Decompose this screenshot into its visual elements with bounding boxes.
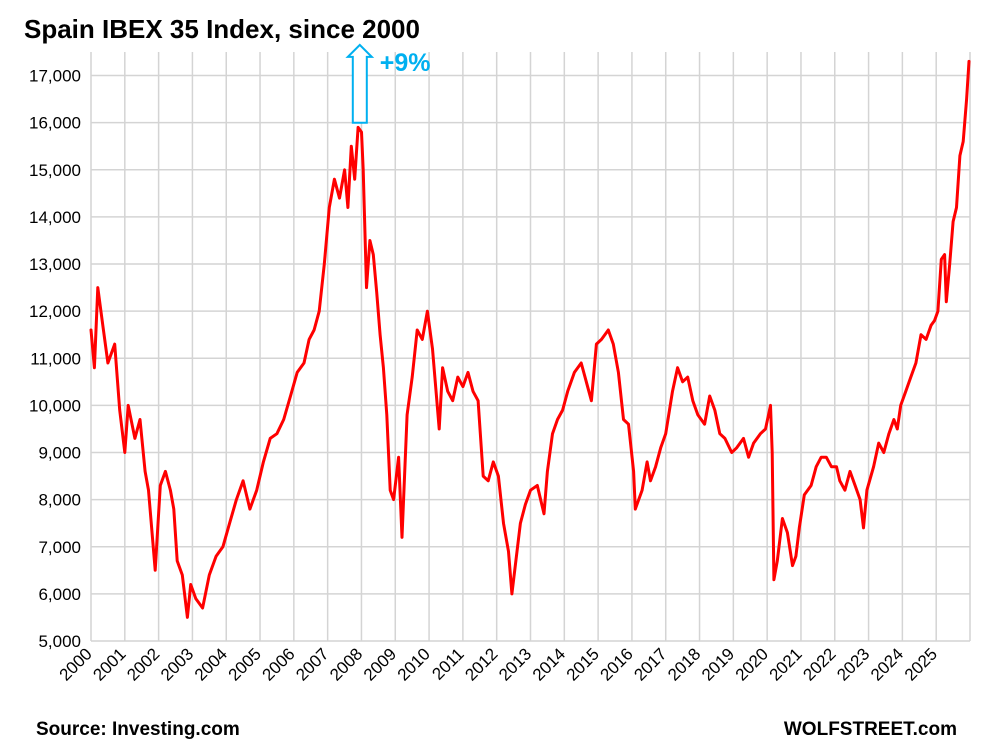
x-tick-label: 2015 — [563, 644, 603, 684]
source-label: Source: Investing.com — [36, 719, 240, 740]
series-line-0 — [89, 59, 971, 619]
x-tick-label: 2007 — [292, 644, 332, 684]
x-tick-label: 2016 — [597, 644, 637, 684]
up-arrow-icon — [345, 43, 375, 124]
x-axis-ticks: 2000200120022003200420052006200720082009… — [56, 644, 941, 684]
y-tick-label: 7,000 — [38, 538, 81, 557]
x-tick-label: 2017 — [630, 644, 670, 684]
y-tick-label: 13,000 — [29, 255, 81, 274]
y-tick-label: 8,000 — [38, 491, 81, 510]
annotation-layer: +9% — [345, 43, 431, 124]
x-tick-label: 2001 — [89, 644, 129, 684]
y-tick-label: 16,000 — [29, 114, 81, 133]
brand-label: WOLFSTREET.com — [784, 719, 957, 740]
x-tick-label: 2002 — [123, 644, 163, 684]
y-tick-label: 9,000 — [38, 444, 81, 463]
y-tick-label: 12,000 — [29, 302, 81, 321]
x-tick-label: 2014 — [529, 644, 569, 684]
x-tick-label: 2005 — [225, 644, 265, 684]
x-tick-label: 2020 — [732, 644, 772, 684]
y-tick-label: 17,000 — [29, 67, 81, 86]
x-tick-label: 2003 — [157, 644, 197, 684]
y-axis-ticks: 5,000 6,000 7,000 8,000 9,000 10,000 11,000 12,… — [29, 67, 81, 651]
y-tick-label: 6,000 — [38, 585, 81, 604]
x-tick-label: 2022 — [799, 644, 839, 684]
y-tick-label: 5,000 — [38, 632, 81, 651]
chart-title: Spain IBEX 35 Index, since 2000 — [24, 14, 420, 44]
x-tick-label: 2011 — [428, 644, 467, 683]
x-tick-label: 2019 — [698, 644, 738, 684]
y-tick-label: 10,000 — [29, 396, 81, 415]
x-tick-label: 2025 — [901, 644, 941, 684]
x-tick-label: 2008 — [326, 644, 366, 684]
x-tick-label: 2021 — [766, 644, 806, 684]
x-tick-label: 2004 — [191, 644, 231, 684]
x-tick-label: 2012 — [461, 644, 501, 684]
x-tick-label: 2013 — [495, 644, 535, 684]
x-tick-label: 2009 — [360, 644, 400, 684]
series-layer — [89, 59, 971, 619]
y-tick-label: 14,000 — [29, 208, 81, 227]
y-tick-label: 15,000 — [29, 161, 81, 180]
grid — [90, 52, 971, 642]
annotation-label: +9% — [380, 49, 431, 77]
x-tick-label: 2010 — [394, 644, 434, 684]
x-tick-label: 2023 — [833, 644, 873, 684]
x-tick-label: 2024 — [867, 644, 907, 684]
y-tick-label: 11,000 — [30, 349, 81, 368]
x-tick-label: 2018 — [664, 644, 704, 684]
x-tick-label: 2006 — [258, 644, 298, 684]
